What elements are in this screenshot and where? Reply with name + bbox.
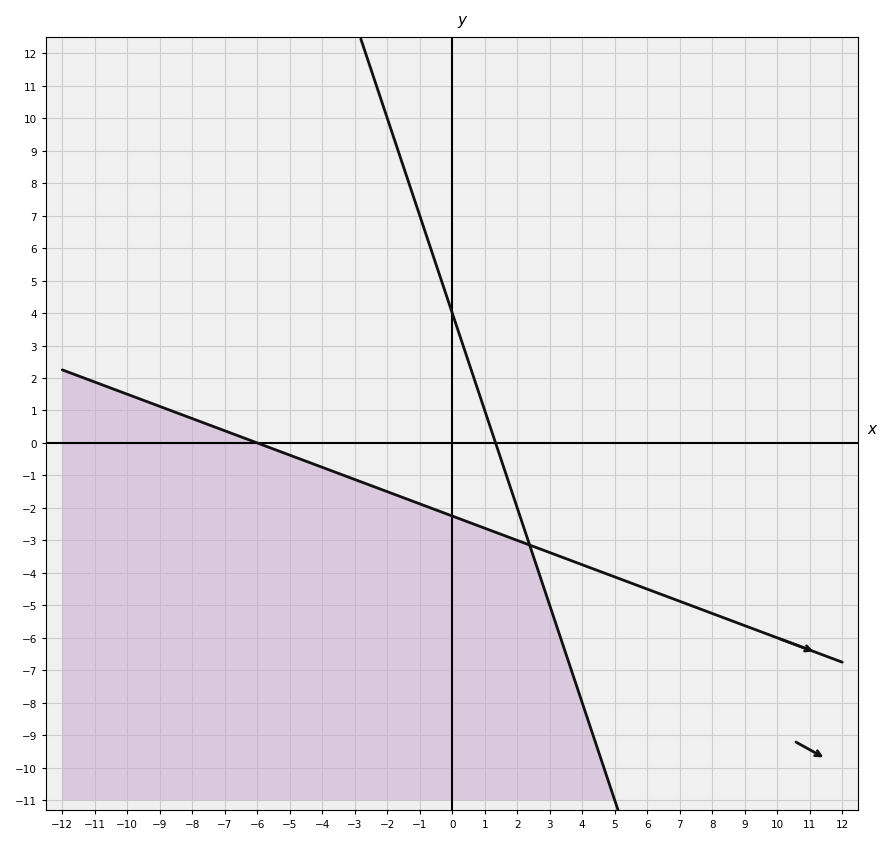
Polygon shape: [62, 371, 614, 800]
Text: y: y: [458, 13, 467, 28]
Text: x: x: [867, 422, 876, 436]
